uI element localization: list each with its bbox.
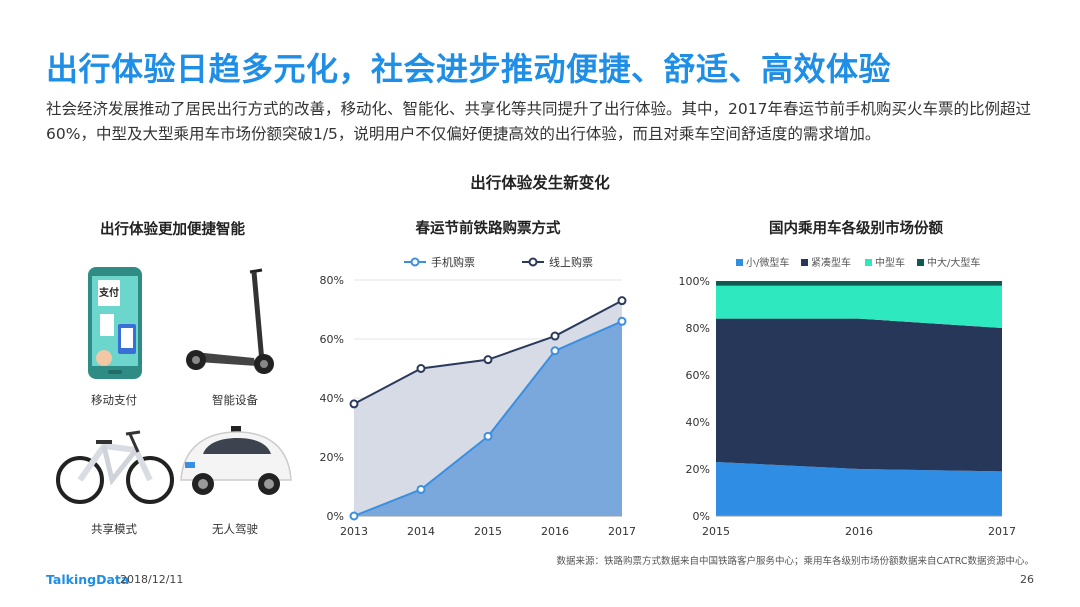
area-series-1 bbox=[354, 321, 622, 516]
x-tick-label: 2017 bbox=[988, 525, 1016, 538]
stacked-area-1 bbox=[716, 461, 1002, 516]
legend-label-2: 紧凑型车 bbox=[811, 256, 851, 269]
legend-label-3: 中型车 bbox=[875, 256, 905, 269]
footer-date: 2018/12/11 bbox=[120, 573, 184, 586]
x-tick-label: 2017 bbox=[608, 525, 636, 538]
stacked-area-2 bbox=[716, 318, 1002, 472]
x-tick-label: 2016 bbox=[541, 525, 569, 538]
mobile-payment-label: 移动支付 bbox=[91, 393, 137, 407]
market-share-chart-title: 国内乘用车各级别市场份额 bbox=[769, 219, 943, 237]
section-heading: 出行体验发生新变化 bbox=[470, 174, 610, 192]
legend-label-4: 中大/大型车 bbox=[927, 256, 980, 269]
y-tick-label: 60% bbox=[320, 333, 344, 346]
intro-paragraph: 社会经济发展推动了居民出行方式的改善，移动化、智能化、共享化等共同提升了出行体验… bbox=[46, 100, 1031, 143]
phone-pay-text: 支付 bbox=[98, 286, 119, 299]
ticket-purchase-chart: 春运节前铁路购票方式 手机购票 线上购票 0% 20% 40% 60% 80% 2013 2… bbox=[320, 219, 636, 538]
x-tick-label: 2015 bbox=[702, 525, 730, 538]
x-tick-label: 2016 bbox=[845, 525, 873, 538]
electric-scooter-icon bbox=[184, 266, 274, 382]
data-point bbox=[483, 355, 493, 365]
data-point bbox=[416, 364, 426, 373]
legend-marker-2 bbox=[528, 257, 538, 267]
data-source-note: 数据来源：铁路购票方式数据来自中国铁路客户服务中心；乘用车各级别市场份额数据来自… bbox=[556, 556, 1034, 567]
y-tick-label: 80% bbox=[686, 322, 710, 335]
y-tick-label: 20% bbox=[686, 463, 710, 476]
y-tick-label: 40% bbox=[686, 416, 710, 429]
legend-swatch-3 bbox=[865, 259, 872, 266]
smart-device-label: 智能设备 bbox=[212, 393, 258, 407]
data-point bbox=[617, 316, 627, 326]
stacked-area-3 bbox=[716, 285, 1002, 328]
x-tick-label: 2015 bbox=[474, 525, 502, 538]
data-point bbox=[349, 399, 359, 409]
sharing-mode-label: 共享模式 bbox=[91, 522, 137, 536]
legend-swatch-4 bbox=[917, 259, 924, 266]
talkingdata-logo: TalkingData bbox=[46, 572, 130, 587]
data-point bbox=[483, 431, 493, 441]
data-point bbox=[550, 331, 560, 341]
stacked-area-4 bbox=[716, 281, 1002, 286]
y-tick-label: 20% bbox=[320, 451, 344, 464]
legend-marker-1 bbox=[410, 257, 420, 267]
left-panel-title: 出行体验更加便捷智能 bbox=[100, 222, 245, 238]
legend-label-1: 手机购票 bbox=[431, 255, 475, 269]
legend-swatch-2 bbox=[801, 259, 808, 266]
shared-bicycle-icon bbox=[56, 424, 174, 510]
autonomous-driving-label: 无人驾驶 bbox=[212, 522, 258, 536]
data-point bbox=[617, 296, 627, 306]
y-tick-label: 40% bbox=[320, 392, 344, 405]
y-tick-label: 0% bbox=[327, 510, 344, 523]
mobile-payment-icon: 支付 bbox=[86, 266, 144, 384]
x-tick-label: 2014 bbox=[407, 525, 435, 538]
legend-swatch-1 bbox=[736, 259, 743, 266]
legend-label-2: 线上购票 bbox=[549, 255, 593, 269]
ticket-chart-title: 春运节前铁路购票方式 bbox=[416, 219, 561, 237]
y-tick-label: 80% bbox=[320, 274, 344, 287]
page-title: 出行体验日趋多元化，社会进步推动便捷、舒适、高效体验 bbox=[46, 50, 892, 88]
car-market-share-chart: 国内乘用车各级别市场份额 小/微型车 紧凑型车 中型车 中大/大型车 0% 20% 40%… bbox=[679, 219, 1016, 538]
data-point bbox=[416, 484, 426, 494]
y-tick-label: 60% bbox=[686, 369, 710, 382]
legend-label-1: 小/微型车 bbox=[746, 256, 789, 269]
data-point bbox=[550, 346, 560, 356]
page-number: 26 bbox=[1020, 573, 1034, 586]
self-driving-car-icon bbox=[177, 424, 295, 504]
x-tick-label: 2013 bbox=[340, 525, 368, 538]
data-point bbox=[349, 511, 359, 521]
y-tick-label: 0% bbox=[693, 510, 710, 523]
y-tick-label: 100% bbox=[679, 275, 710, 288]
